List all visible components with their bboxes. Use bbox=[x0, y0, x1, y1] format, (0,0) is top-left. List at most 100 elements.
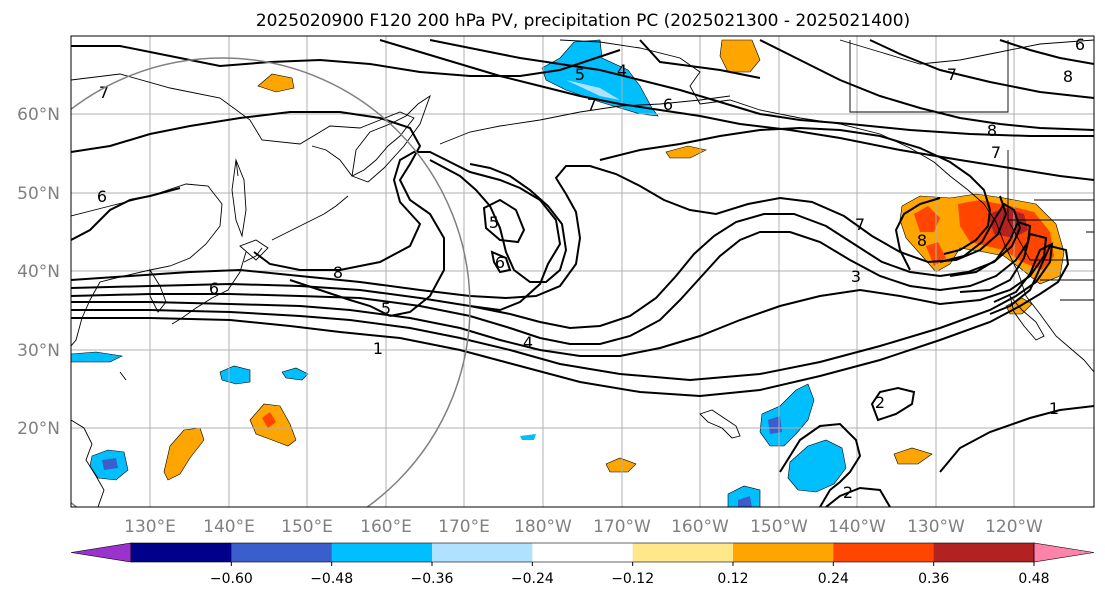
contour-label: 6 bbox=[1075, 35, 1085, 54]
pv-contour-19 bbox=[639, 39, 761, 79]
coast-alaska bbox=[559, 39, 1094, 373]
contour-labels: 7 6 5 4 6 7 8 7 6 8 5 4 5 6 7 8 1 2 2 1 … bbox=[97, 35, 1085, 502]
coast-us-states-2 bbox=[1034, 199, 1094, 233]
precip-strong-subtropic-1 bbox=[262, 412, 276, 428]
contour-label: 6 bbox=[97, 187, 107, 206]
pv-contour-17 bbox=[869, 39, 1094, 99]
contour-label: 5 bbox=[489, 213, 499, 232]
contour-label: 8 bbox=[1063, 67, 1073, 86]
pv-contour-2 bbox=[71, 242, 1054, 382]
plot-title: 2025020900 F120 200 hPa PV, precipitatio… bbox=[256, 11, 910, 31]
precip-negative-bering bbox=[541, 39, 659, 117]
colorbar-extension-high bbox=[1033, 542, 1095, 563]
precip-negative-hawaii-3 bbox=[727, 485, 761, 507]
coast-aleutians bbox=[439, 95, 731, 145]
lon-label: 130°W bbox=[907, 517, 965, 537]
region-circle bbox=[71, 57, 471, 507]
latitude-labels: 60°N 50°N 40°N 30°N 20°N bbox=[17, 105, 60, 439]
pv-contour-15 bbox=[429, 39, 1094, 137]
coast-sakhalin bbox=[231, 158, 247, 238]
map-area: 7 6 5 4 6 7 8 7 6 8 5 4 5 6 7 8 1 2 2 1 … bbox=[71, 35, 1094, 507]
precip-positive-subtropic-1 bbox=[249, 403, 297, 447]
lat-label-30n: 30°N bbox=[17, 341, 60, 361]
contour-label: 6 bbox=[209, 279, 219, 298]
pv-contour-23 bbox=[825, 486, 891, 507]
pv-contour-12 bbox=[599, 126, 992, 255]
lat-label-60n: 60°N bbox=[17, 105, 60, 125]
pv-contour-24 bbox=[71, 187, 181, 241]
contour-label: 2 bbox=[843, 483, 853, 502]
contour-label: 8 bbox=[917, 231, 927, 250]
pv-contour-4 bbox=[71, 220, 1032, 345]
lon-label: 170°W bbox=[593, 517, 651, 537]
colorbar-extension-low bbox=[70, 542, 132, 563]
precip-positive-kamchatka bbox=[257, 73, 295, 93]
lon-label: 140°E bbox=[203, 517, 255, 537]
pv-contour-11 bbox=[490, 250, 512, 274]
pv-contour-16 bbox=[759, 39, 1094, 131]
colorbar-tick-label: −0.36 bbox=[411, 571, 454, 587]
coast-hokkaido bbox=[239, 239, 269, 261]
contour-label: 7 bbox=[587, 95, 597, 114]
contour-label: 7 bbox=[947, 65, 957, 84]
colorbar-tick-label: 0.48 bbox=[1018, 571, 1049, 587]
pv-contour-9 bbox=[429, 159, 568, 283]
precip-light-neg-1 bbox=[520, 434, 536, 440]
lon-label: 150°W bbox=[750, 517, 808, 537]
precip-negative-w-edge bbox=[71, 351, 123, 363]
colorbar: −0.60 −0.48 −0.36 −0.24 −0.12 0.12 0.24 0.36 0.4… bbox=[70, 542, 1095, 587]
contour-label: 4 bbox=[523, 333, 533, 352]
precip-strong-neg-hawaii-3 bbox=[738, 496, 752, 507]
pv-contour-7 bbox=[71, 111, 445, 317]
pv-contour-5 bbox=[71, 202, 1022, 330]
pv-contours bbox=[71, 39, 1094, 507]
coast-baja bbox=[1009, 295, 1045, 341]
colorbar-segment bbox=[833, 543, 935, 562]
lon-label: 170°E bbox=[438, 517, 490, 537]
coast-korea bbox=[149, 268, 167, 313]
colorbar-outline bbox=[130, 542, 1035, 563]
pv-contour-18 bbox=[999, 39, 1094, 65]
colorbar-tick-label: 0.12 bbox=[717, 571, 748, 587]
colorbar-tick-label: 0.24 bbox=[818, 571, 849, 587]
colorbar-tick-label: −0.60 bbox=[210, 571, 253, 587]
colorbar-segment bbox=[432, 543, 533, 562]
colorbar-segment bbox=[933, 543, 1035, 562]
colorbar-segment bbox=[231, 543, 333, 562]
contour-label: 8 bbox=[987, 121, 997, 140]
lon-label: 150°E bbox=[281, 517, 333, 537]
lat-label-20n: 20°N bbox=[17, 419, 60, 439]
precip-negative-w-pacific-2 bbox=[281, 367, 309, 381]
colorbar-segment bbox=[532, 543, 634, 562]
precip-negative-w-pacific-1 bbox=[219, 365, 251, 385]
coast-us-states bbox=[849, 40, 1094, 301]
coast-philippines-taiwan bbox=[71, 371, 127, 507]
coast-kurils bbox=[271, 195, 349, 241]
lon-label: 160°E bbox=[360, 517, 412, 537]
precip-negative-bering-light bbox=[566, 80, 620, 100]
pv-contour-25 bbox=[894, 197, 941, 271]
colorbar-tick-label: −0.48 bbox=[310, 571, 353, 587]
contour-label: 3 bbox=[851, 267, 861, 286]
pv-contour-6 bbox=[71, 165, 1008, 300]
lon-label: 120°W bbox=[985, 517, 1043, 537]
precip-positive-hawaii-4 bbox=[605, 457, 637, 473]
contour-label: 7 bbox=[99, 83, 109, 102]
lon-label: 160°W bbox=[671, 517, 729, 537]
colorbar-segment bbox=[131, 543, 232, 562]
precip-positive-subtropic-2 bbox=[163, 427, 205, 481]
pv-contour-20 bbox=[779, 422, 862, 507]
longitude-labels: 130°E 140°E 150°E 160°E 170°E 180°W 170°… bbox=[124, 517, 1043, 537]
pv-contour-22 bbox=[939, 405, 1094, 473]
coast-kamchatka bbox=[351, 94, 431, 183]
contour-label: 2 bbox=[875, 393, 885, 412]
coast-sakhalin-2 bbox=[235, 159, 239, 177]
colorbar-tick-label: −0.12 bbox=[611, 571, 654, 587]
coastlines bbox=[71, 39, 1094, 507]
lat-label-50n: 50°N bbox=[17, 184, 60, 204]
contour-label: 1 bbox=[373, 339, 383, 358]
colorbar-segment bbox=[632, 543, 734, 562]
precip-positive-hawaii-5 bbox=[893, 447, 933, 465]
precip-positive-gulf-small bbox=[665, 145, 707, 159]
colorbar-segment bbox=[733, 543, 834, 562]
